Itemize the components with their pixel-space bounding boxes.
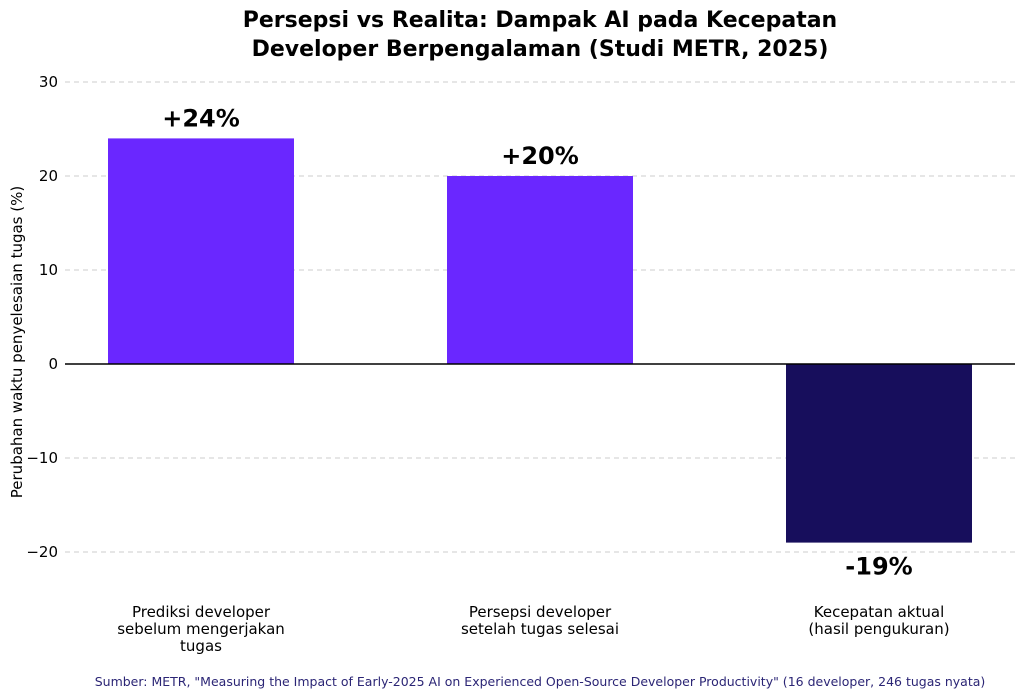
y-tick-label: −10 xyxy=(26,449,58,467)
bar xyxy=(108,138,294,364)
data-labels: +24% +20% -19% xyxy=(162,104,912,580)
y-tick-label: −20 xyxy=(26,543,58,561)
bar-value-label: -19% xyxy=(845,553,912,581)
y-axis: 30 20 10 0 −10 −20 xyxy=(26,73,1015,561)
bar-value-label: +24% xyxy=(162,104,240,132)
bars xyxy=(108,138,972,543)
x-category-label: Persepsi developer setelah tugas selesai xyxy=(461,603,619,638)
bar-value-label: +20% xyxy=(501,142,579,170)
x-axis-categories: Prediksi developer sebelum mengerjakan tug… xyxy=(117,603,949,655)
chart-title-line-2: Developer Berpengalaman (Studi METR, 202… xyxy=(252,37,829,62)
chart-title-line-1: Persepsi vs Realita: Dampak AI pada Kece… xyxy=(243,8,837,33)
bar xyxy=(786,364,972,543)
bar xyxy=(447,176,633,364)
y-tick-label: 20 xyxy=(39,167,58,185)
x-category-label: Prediksi developer sebelum mengerjakan tug… xyxy=(117,603,285,655)
y-tick-label: 0 xyxy=(48,355,58,373)
y-axis-label: Perubahan waktu penyelesaian tugas (%) xyxy=(8,186,26,498)
y-tick-label: 10 xyxy=(39,261,58,279)
y-tick-label: 30 xyxy=(39,73,58,91)
x-category-label: Kecepatan aktual (hasil pengukuran) xyxy=(808,603,949,638)
source-note: Sumber: METR, "Measuring the Impact of E… xyxy=(95,674,986,689)
